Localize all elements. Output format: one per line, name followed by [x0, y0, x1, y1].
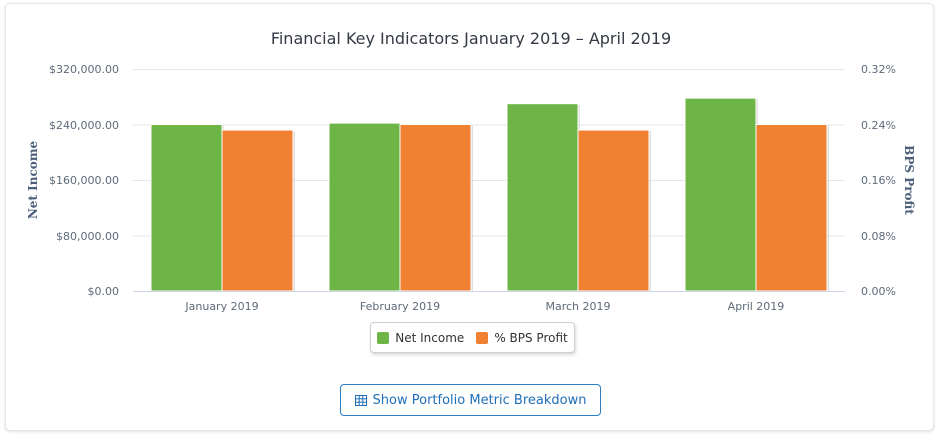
bar-net-income[interactable] — [150, 124, 223, 292]
bar-net-income[interactable] — [684, 97, 757, 292]
x-tick-label: January 2019 — [184, 300, 258, 313]
bars — [150, 97, 829, 292]
y-tick-right: 0.08% — [861, 230, 896, 243]
legend-label: % BPS Profit — [494, 330, 568, 345]
y-axis-right-title: BPS Profit — [902, 145, 916, 215]
y-axis-right-ticks: 0.00% 0.08% 0.16% 0.24% 0.32% — [861, 63, 896, 298]
legend-swatch — [377, 331, 390, 344]
y-tick-left: $0.00 — [88, 285, 120, 298]
x-tick-label: April 2019 — [728, 300, 785, 313]
bar-net-income[interactable] — [506, 103, 579, 292]
y-tick-left: $80,000.00 — [56, 230, 119, 243]
y-axis-left-ticks: $0.00 $80,000.00 $160,000.00 $240,000.00… — [49, 63, 119, 298]
bar-bps-profit[interactable] — [755, 124, 828, 292]
bar-bps-profit[interactable] — [221, 129, 294, 292]
legend-item-bps-profit[interactable]: % BPS Profit — [476, 330, 568, 345]
y-tick-right: 0.24% — [861, 119, 896, 132]
y-tick-left: $320,000.00 — [49, 63, 119, 76]
y-tick-right: 0.16% — [861, 174, 896, 187]
y-tick-left: $240,000.00 — [49, 119, 119, 132]
bar-bps-profit[interactable] — [577, 129, 650, 292]
table-icon — [354, 394, 367, 406]
legend-item-net-income[interactable]: Net Income — [377, 331, 464, 345]
y-axis-left-title: Net Income — [26, 140, 40, 219]
y-tick-right: 0.00% — [861, 285, 896, 298]
legend: Net Income % BPS Profit — [370, 322, 575, 353]
bar-net-income[interactable] — [328, 122, 401, 292]
y-tick-right: 0.32% — [861, 63, 896, 76]
x-tick-label: February 2019 — [360, 300, 440, 313]
x-tick-label: March 2019 — [545, 300, 610, 313]
x-axis-ticks: January 2019 February 2019 March 2019 Ap… — [184, 300, 784, 313]
chart-title: Financial Key Indicators January 2019 – … — [271, 29, 671, 48]
legend-swatch — [476, 331, 489, 344]
show-breakdown-label: Show Portfolio Metric Breakdown — [372, 392, 587, 408]
y-tick-left: $160,000.00 — [49, 174, 119, 187]
bar-bps-profit[interactable] — [399, 124, 472, 292]
show-breakdown-button[interactable]: Show Portfolio Metric Breakdown — [340, 384, 601, 416]
legend-label: Net Income — [395, 330, 465, 345]
